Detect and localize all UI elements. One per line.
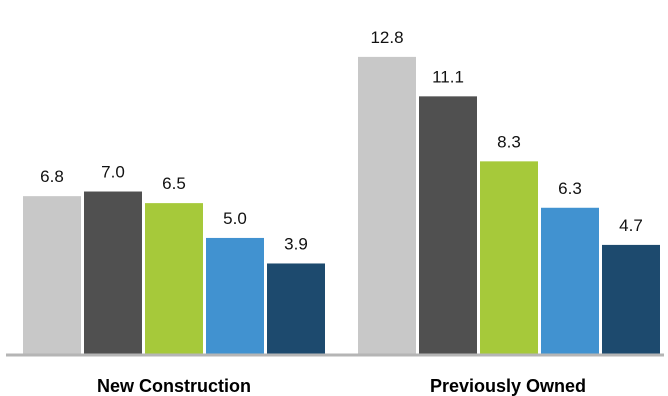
value-labels-group: 6.8 7.0 6.5 5.0 3.9 12.8 11.1 8.3 6.3 4.7	[40, 28, 643, 254]
bar-new-construction-1	[23, 196, 81, 354]
bars-group	[23, 56, 660, 355]
bar-previously-owned-4	[541, 207, 599, 354]
value-label-previously-owned-5: 4.7	[619, 216, 643, 235]
bar-previously-owned-2	[419, 96, 477, 354]
value-label-previously-owned-2: 11.1	[432, 67, 464, 86]
bar-new-construction-4	[206, 237, 264, 354]
value-label-previously-owned-1: 12.8	[370, 28, 403, 47]
bar-new-construction-3	[145, 203, 203, 354]
value-label-new-construction-2: 7.0	[101, 163, 125, 182]
value-label-new-construction-4: 5.0	[223, 209, 247, 228]
value-label-new-construction-3: 6.5	[162, 174, 186, 193]
bar-new-construction-5	[267, 263, 325, 354]
category-label-new-construction: New Construction	[97, 376, 251, 396]
bar-previously-owned-5	[602, 244, 660, 354]
bar-previously-owned-1	[358, 56, 416, 355]
value-label-new-construction-1: 6.8	[40, 167, 64, 186]
value-label-previously-owned-4: 6.3	[558, 179, 582, 198]
bar-new-construction-2	[84, 191, 142, 354]
category-label-previously-owned: Previously Owned	[430, 376, 586, 396]
value-label-previously-owned-3: 8.3	[497, 132, 521, 151]
bar-previously-owned-3	[480, 161, 538, 354]
value-label-new-construction-5: 3.9	[284, 234, 308, 253]
